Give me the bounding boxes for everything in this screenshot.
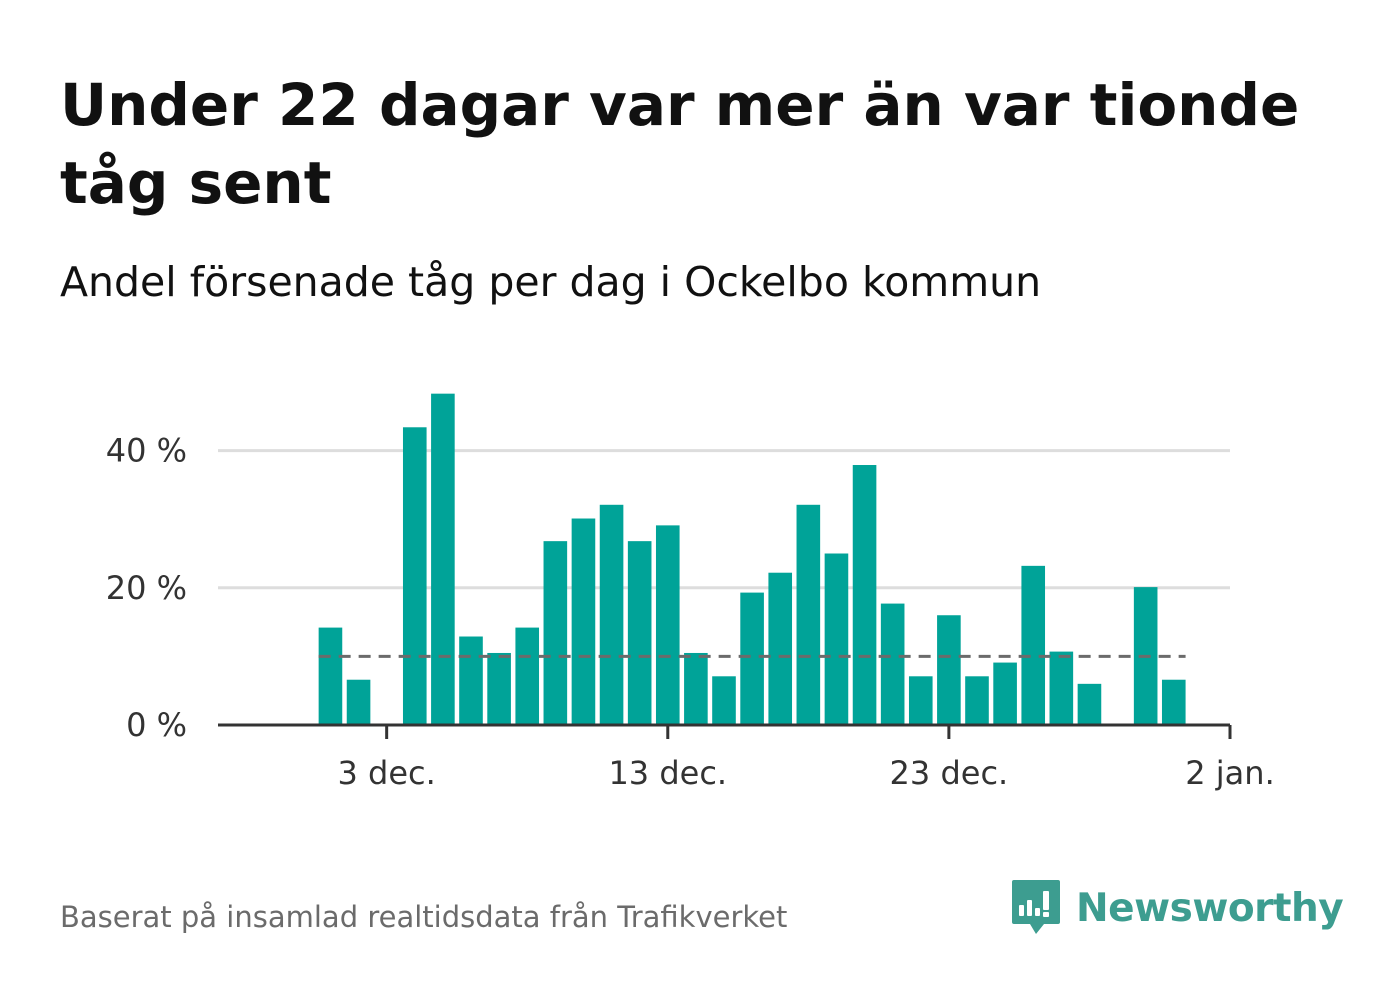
bar bbox=[908, 676, 933, 725]
bar bbox=[712, 676, 736, 725]
y-tick-label: 0 % bbox=[126, 706, 187, 744]
bar bbox=[965, 676, 989, 725]
bar bbox=[1049, 651, 1074, 725]
bar bbox=[515, 627, 540, 725]
newsworthy-logo-icon bbox=[1012, 880, 1060, 934]
y-axis-labels: 0 % 20 % 40 % bbox=[106, 432, 187, 744]
bar bbox=[543, 541, 568, 725]
x-tick-label: 3 dec. bbox=[338, 754, 436, 792]
x-tick-label: 2 jan. bbox=[1185, 754, 1274, 792]
chart-title: Under 22 dagar var mer än var tionde tåg… bbox=[60, 71, 1300, 217]
bar bbox=[1077, 683, 1102, 725]
x-tick-label: 23 dec. bbox=[890, 754, 1009, 792]
bar-chart: 3 dec. 13 dec. 23 dec. 2 jan. 0 % 20 % 40 % bbox=[106, 393, 1275, 792]
bar bbox=[627, 541, 652, 725]
bar bbox=[684, 652, 708, 725]
bar bbox=[459, 636, 483, 725]
bar bbox=[740, 592, 764, 725]
bar bbox=[880, 603, 905, 725]
bars bbox=[318, 393, 1186, 725]
bar bbox=[824, 553, 849, 725]
bar bbox=[1161, 679, 1186, 725]
bar bbox=[993, 662, 1017, 725]
bar bbox=[852, 465, 877, 725]
brand-name: Newsworthy bbox=[1076, 885, 1344, 931]
bar bbox=[655, 525, 680, 725]
bar bbox=[937, 615, 961, 725]
bar bbox=[346, 679, 371, 725]
bar bbox=[571, 518, 596, 725]
gridlines bbox=[218, 449, 1230, 590]
y-tick-label: 20 % bbox=[106, 569, 187, 607]
bar bbox=[487, 652, 511, 725]
newsworthy-logo: Newsworthy bbox=[1010, 878, 1344, 938]
bar bbox=[768, 572, 793, 725]
bar bbox=[796, 504, 821, 725]
x-axis: 3 dec. 13 dec. 23 dec. 2 jan. bbox=[218, 723, 1275, 792]
bar bbox=[431, 393, 455, 725]
bar bbox=[599, 504, 624, 725]
source-note: Baserat på insamlad realtidsdata från Tr… bbox=[60, 900, 788, 934]
y-tick-label: 40 % bbox=[106, 432, 187, 470]
bar bbox=[1021, 565, 1046, 725]
bar bbox=[318, 627, 343, 725]
bar bbox=[402, 427, 427, 725]
chart-subtitle: Andel försenade tåg per dag i Ockelbo ko… bbox=[60, 258, 1042, 306]
x-tick-label: 13 dec. bbox=[608, 754, 727, 792]
